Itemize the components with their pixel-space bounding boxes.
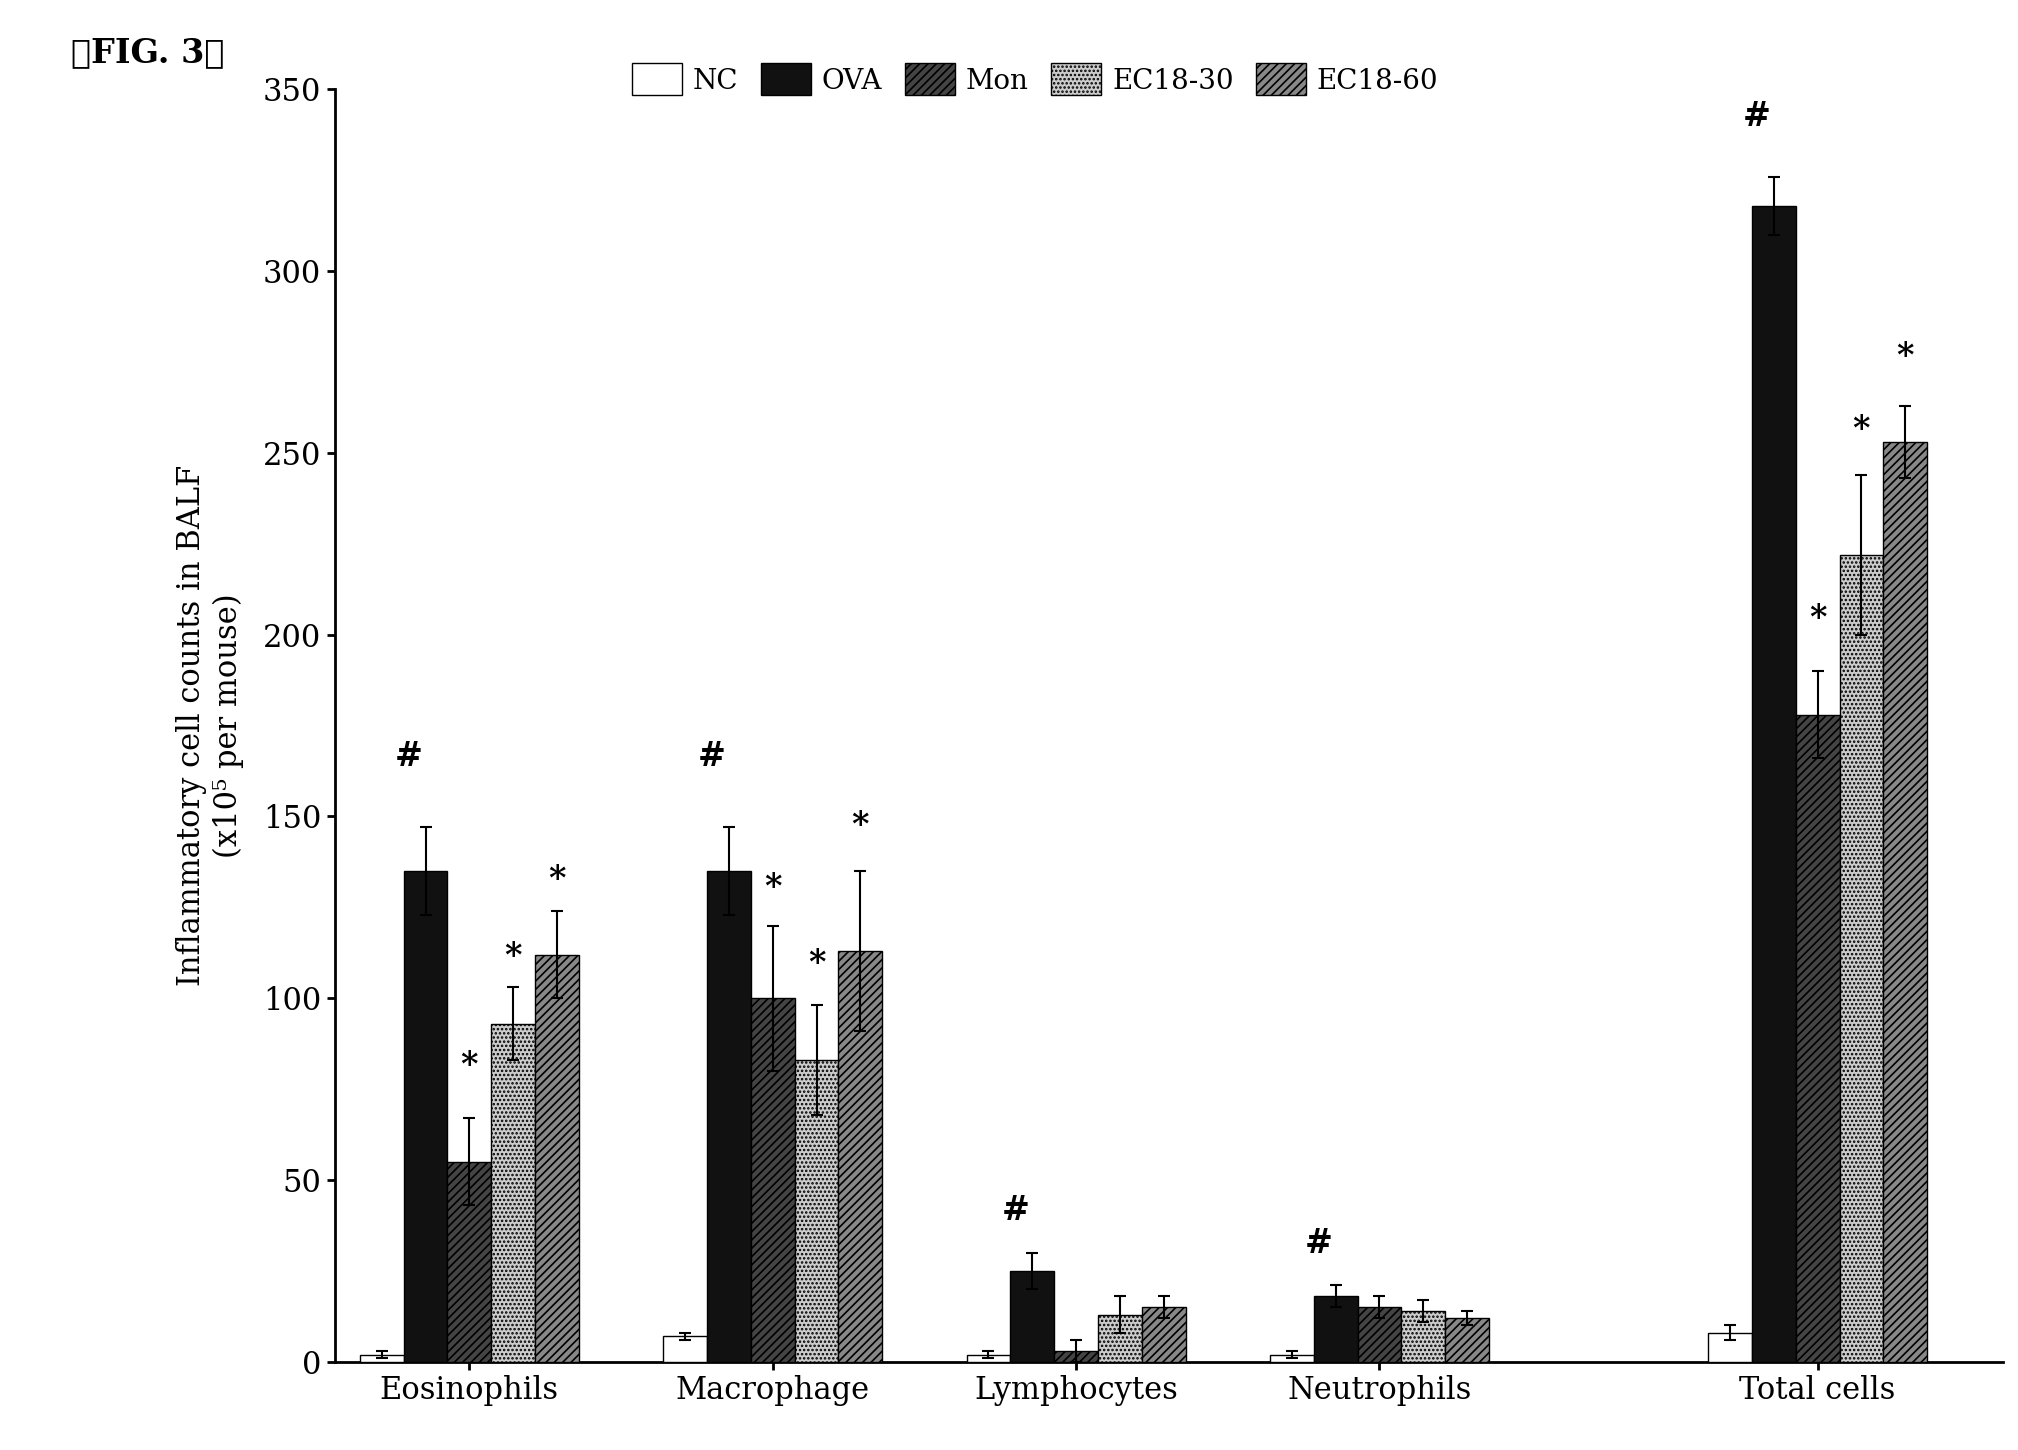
Bar xyxy=(490,1024,535,1362)
Text: *: * xyxy=(460,1048,478,1082)
Bar xyxy=(664,1337,706,1362)
Text: *: * xyxy=(1897,339,1913,373)
Bar xyxy=(1011,1270,1053,1362)
Bar xyxy=(795,1060,837,1362)
Bar xyxy=(1796,715,1840,1362)
Bar xyxy=(1098,1315,1142,1362)
Text: #: # xyxy=(698,740,726,773)
Legend: NC, OVA, Mon, EC18-30, EC18-60: NC, OVA, Mon, EC18-30, EC18-60 xyxy=(622,52,1449,106)
Bar xyxy=(1840,555,1883,1362)
Text: #: # xyxy=(1744,100,1772,133)
Bar xyxy=(448,1161,490,1362)
Text: *: * xyxy=(765,870,781,903)
Bar xyxy=(1883,442,1927,1362)
Text: *: * xyxy=(1808,602,1826,635)
Bar xyxy=(1269,1354,1314,1362)
Bar xyxy=(1314,1296,1358,1362)
Bar xyxy=(1707,1333,1752,1362)
Bar xyxy=(837,951,882,1362)
Bar xyxy=(404,871,448,1362)
Bar xyxy=(1400,1311,1445,1362)
Text: *: * xyxy=(852,809,870,842)
Text: *: * xyxy=(1853,413,1871,445)
Text: *: * xyxy=(549,863,565,896)
Bar xyxy=(359,1354,404,1362)
Bar xyxy=(535,954,579,1362)
Y-axis label: Inflammatory cell counts in BALF
(x10⁵ per mouse): Inflammatory cell counts in BALF (x10⁵ p… xyxy=(176,465,244,986)
Bar xyxy=(967,1354,1011,1362)
Text: *: * xyxy=(807,947,825,980)
Bar xyxy=(1445,1318,1489,1362)
Bar xyxy=(751,998,795,1362)
Text: #: # xyxy=(1001,1195,1029,1227)
Text: #: # xyxy=(1306,1227,1332,1260)
Text: *: * xyxy=(504,940,523,973)
Bar xyxy=(1358,1308,1400,1362)
Bar xyxy=(1752,206,1796,1362)
Bar xyxy=(1053,1351,1098,1362)
Bar xyxy=(706,871,751,1362)
Bar xyxy=(1142,1308,1187,1362)
Text: #: # xyxy=(396,740,422,773)
Text: 』FIG. 3『: 』FIG. 3『 xyxy=(71,36,224,70)
